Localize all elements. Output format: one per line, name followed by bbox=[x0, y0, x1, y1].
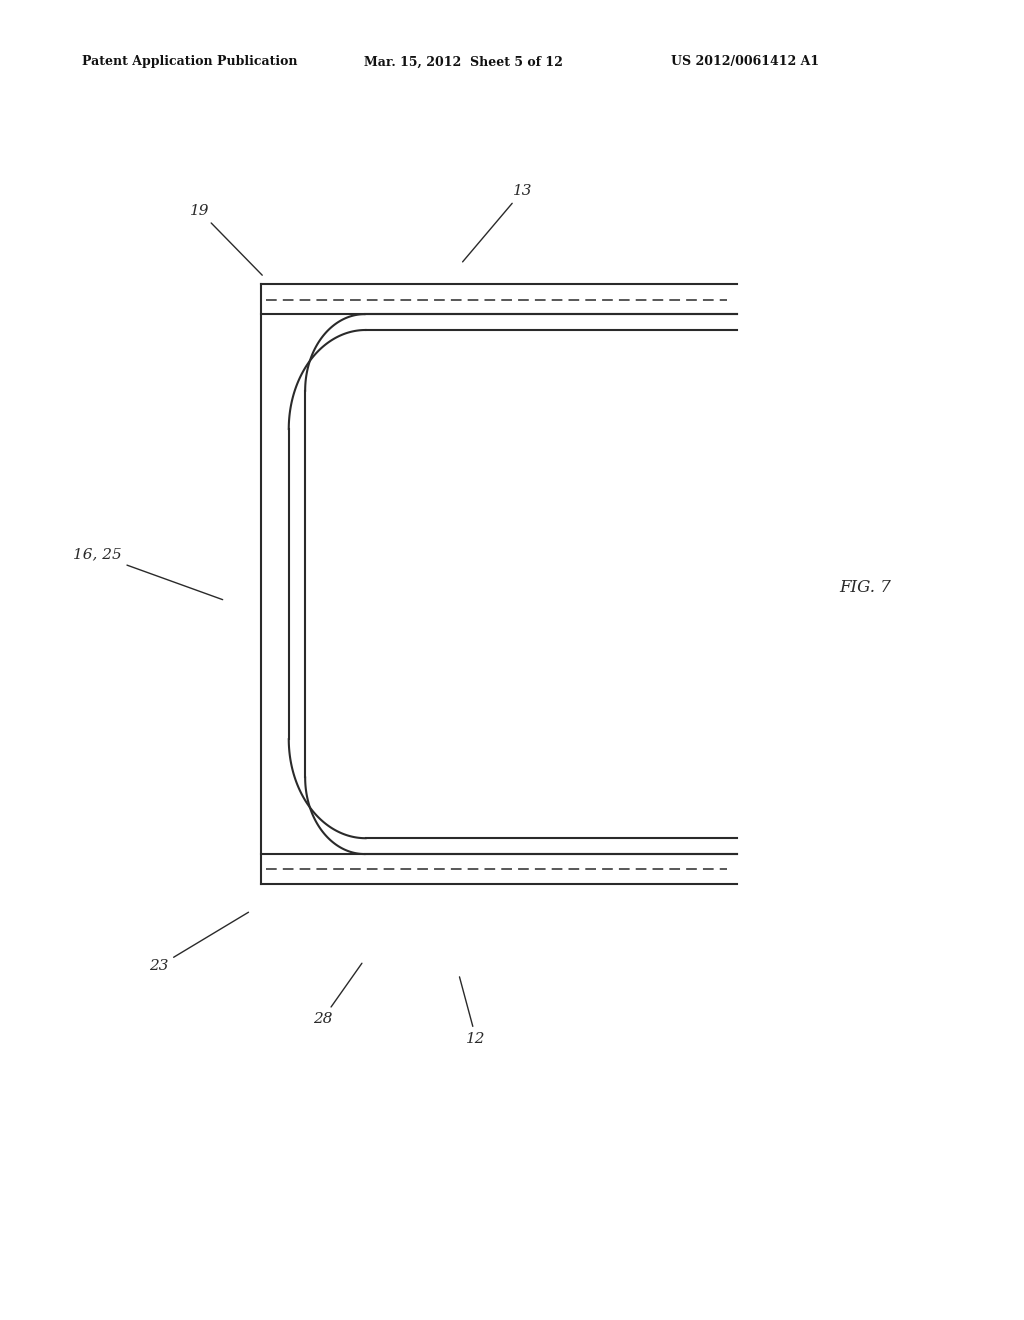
Text: US 2012/0061412 A1: US 2012/0061412 A1 bbox=[671, 55, 819, 69]
Text: 13: 13 bbox=[463, 185, 532, 261]
Text: 16, 25: 16, 25 bbox=[73, 548, 222, 599]
Text: 23: 23 bbox=[148, 912, 249, 973]
Text: Patent Application Publication: Patent Application Publication bbox=[82, 55, 297, 69]
Text: 12: 12 bbox=[460, 977, 486, 1045]
Text: 28: 28 bbox=[312, 964, 361, 1026]
Text: 19: 19 bbox=[189, 205, 262, 275]
Text: FIG. 7: FIG. 7 bbox=[840, 579, 891, 595]
Text: Mar. 15, 2012  Sheet 5 of 12: Mar. 15, 2012 Sheet 5 of 12 bbox=[364, 55, 562, 69]
